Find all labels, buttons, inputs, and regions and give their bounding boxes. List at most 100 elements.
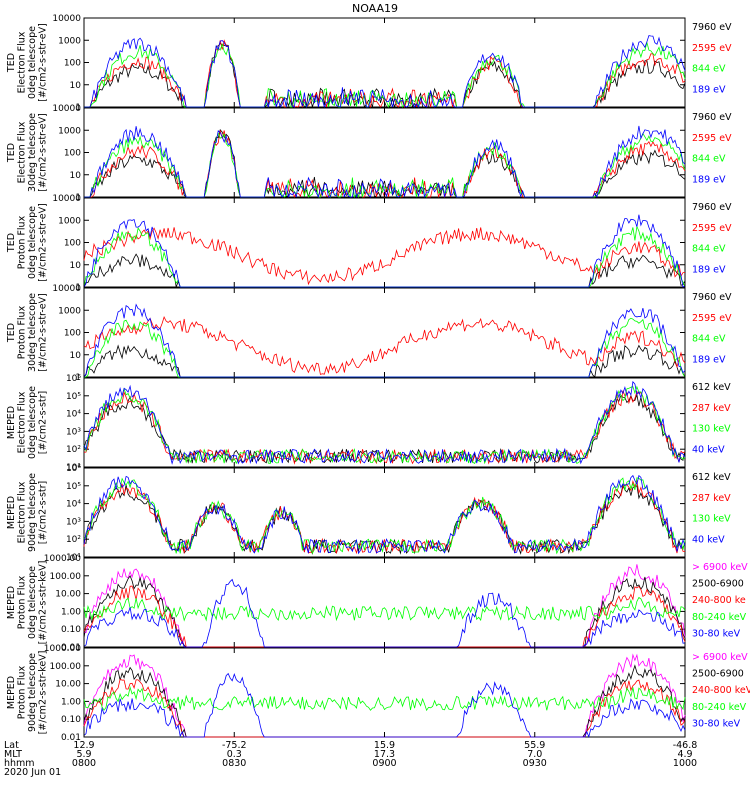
legend-entry: 844 eV — [692, 244, 726, 255]
legend-entry: 189 eV — [692, 354, 726, 365]
legend-entry: 130 keV — [692, 424, 731, 435]
y-tick-label: 10 — [70, 171, 82, 181]
legend-entry: 2595 eV — [692, 43, 732, 54]
x-row-label: 2020 Jun 01 — [4, 767, 61, 778]
series-line-130-kev — [83, 385, 686, 465]
legend-entry: 287 keV — [692, 493, 731, 504]
y-axis-label-line: 0deg telescope — [27, 26, 38, 99]
y-axis-label: TED Proton Flux 30deg telescope [#/cm2-s-st… — [6, 293, 49, 372]
y-tick-label: 100 — [64, 149, 81, 159]
y-tick-label: 10000 — [52, 194, 81, 204]
legend-entry: 7960 eV — [692, 22, 732, 33]
panel-6: 10⁶ 10⁵ 10⁴ 10³ 10² 10¹ MEPED Electron Flux 90de… — [6, 464, 731, 563]
y-tick-label: 100.00 — [50, 572, 82, 582]
y-axis-label: TED Electron Flux 0deg telescope [#/cm2-s-s… — [6, 23, 49, 102]
y-tick-label: 100 — [64, 329, 81, 339]
y-axis-label-line: Electron Flux — [17, 391, 28, 453]
y-tick-label: 10.00 — [55, 590, 81, 600]
y-tick-label: 1 — [75, 373, 81, 383]
legend-entry: 287 keV — [692, 403, 731, 414]
y-tick-label: 1000 — [58, 36, 81, 46]
y-tick-label: 10.00 — [55, 680, 81, 690]
y-tick-label: 1 — [75, 193, 81, 203]
panel-frame — [83, 107, 686, 198]
panel-8: 1000.00 100.00 10.00 1.00 0.10 0.01 MEPED Proto… — [6, 644, 750, 743]
y-axis-label: TED Proton Flux 0deg telescope [#/cm2-s-str… — [6, 203, 49, 282]
y-tick-label: 1000 — [58, 216, 81, 226]
panel-7: 1000.00 100.00 10.00 1.00 0.10 0.01 MEPED Proto… — [6, 554, 748, 653]
legend-entry: 844 eV — [692, 64, 726, 75]
y-axis-label-line: 0deg telescope — [27, 206, 38, 279]
y-tick-label: 1 — [75, 103, 81, 113]
y-tick-label: 10 — [70, 261, 82, 271]
y-tick-label: 1 — [75, 283, 81, 293]
y-axis-label-line: MEPED — [6, 676, 17, 709]
series-line-844-ev — [84, 317, 686, 378]
y-axis-label-line: Proton Flux — [17, 215, 28, 269]
y-axis-label: MEPED Proton Flux 90deg telescope [#/cm2-s-… — [6, 651, 49, 735]
y-tick-label: 0.10 — [61, 715, 81, 725]
y-tick-label: 10¹ — [66, 553, 81, 563]
y-axis-label-line: 30deg telescope — [27, 293, 38, 372]
series-line-189-ev — [84, 35, 686, 109]
y-tick-label: 10⁶ — [66, 374, 81, 384]
y-axis-label-line: Electron Flux — [17, 121, 28, 183]
y-axis-label: MEPED Electron Flux 90deg telescope [#/cm2-… — [6, 473, 49, 552]
legend-entry: 189 eV — [692, 174, 726, 185]
y-tick-label: 10 — [70, 81, 82, 91]
legend-entry: 2500-6900 — [692, 579, 744, 590]
series-line-844-ev — [83, 225, 686, 288]
x-tick-label-mlt: 0.3 — [227, 749, 242, 760]
y-tick-label: 10⁴ — [66, 500, 81, 510]
y-axis-label-line: [#/cm2-s-str-eV] — [38, 113, 49, 192]
y-axis-label-line: [#/cm2-s-str-keV] — [38, 651, 49, 735]
y-axis-label-line: [#/cm2-s-str-eV] — [38, 203, 49, 282]
legend-entry: 2500-6900 — [692, 669, 744, 680]
x-tick-label-lat: 55.9 — [524, 740, 545, 751]
y-axis-label-line: 0deg telescope — [27, 566, 38, 639]
panel-frame — [83, 377, 686, 468]
panel-frame — [83, 647, 686, 738]
legend-entry: 844 eV — [692, 154, 726, 165]
legend-entry: 7960 eV — [692, 112, 732, 123]
legend-entry: 2595 eV — [692, 223, 732, 234]
y-axis-label-line: Electron Flux — [17, 481, 28, 543]
chart-title: NOAA19 — [352, 2, 398, 15]
legend-entry: 30-80 keV — [692, 718, 741, 729]
y-tick-label: 0.01 — [61, 733, 81, 743]
legend-entry: 2595 eV — [692, 133, 732, 144]
x-tick-label-mlt: 5.9 — [76, 749, 91, 760]
legend-entry: 2595 eV — [692, 313, 732, 324]
y-axis-label-line: TED — [6, 53, 17, 73]
y-tick-label: 10000 — [52, 284, 81, 294]
y-axis-label-line: MEPED — [6, 406, 17, 439]
panel-2: 10000 1000 100 10 1 TED Electron Flux 30deg tel… — [6, 104, 732, 203]
y-tick-label: 1000.00 — [44, 554, 81, 564]
x-row-label: Lat — [4, 740, 19, 751]
y-tick-label: 10¹ — [66, 463, 81, 473]
legend-entry: 7960 eV — [692, 202, 732, 213]
y-axis-label-line: Proton Flux — [17, 665, 28, 719]
y-axis-label-line: 90deg telescope — [27, 653, 38, 732]
x-tick-label-hhmm: 0930 — [523, 758, 547, 769]
series-line-80-240-kev — [83, 685, 686, 712]
y-axis-label-line: TED — [6, 323, 17, 343]
y-tick-label: 10⁵ — [66, 392, 81, 402]
x-tick-label-lat: 12.9 — [73, 740, 94, 751]
x-tick-label-hhmm: 0830 — [222, 758, 246, 769]
series-line-80-240-kev — [83, 596, 686, 622]
x-row-label: hhmm — [4, 758, 35, 769]
panel-1: 10000 1000 100 10 1 TED Electron Flux 0deg tele… — [6, 14, 732, 113]
y-axis-label-line: Proton Flux — [17, 305, 28, 359]
panel-frame — [83, 197, 686, 288]
panel-4: 10000 1000 100 10 1 TED Proton Flux 30deg teles… — [6, 284, 732, 383]
y-axis-label-line: 30deg telescope — [27, 113, 38, 192]
y-axis-label-line: 90deg telescope — [27, 473, 38, 552]
y-axis-label-line: MEPED — [6, 586, 17, 619]
y-axis-label-line: 0deg telescope — [27, 386, 38, 459]
y-axis-label: TED Electron Flux 30deg telescope [#/cm2-s-… — [6, 113, 49, 192]
legend-entry: 612 keV — [692, 382, 731, 393]
series-line-189-ev — [83, 303, 686, 378]
